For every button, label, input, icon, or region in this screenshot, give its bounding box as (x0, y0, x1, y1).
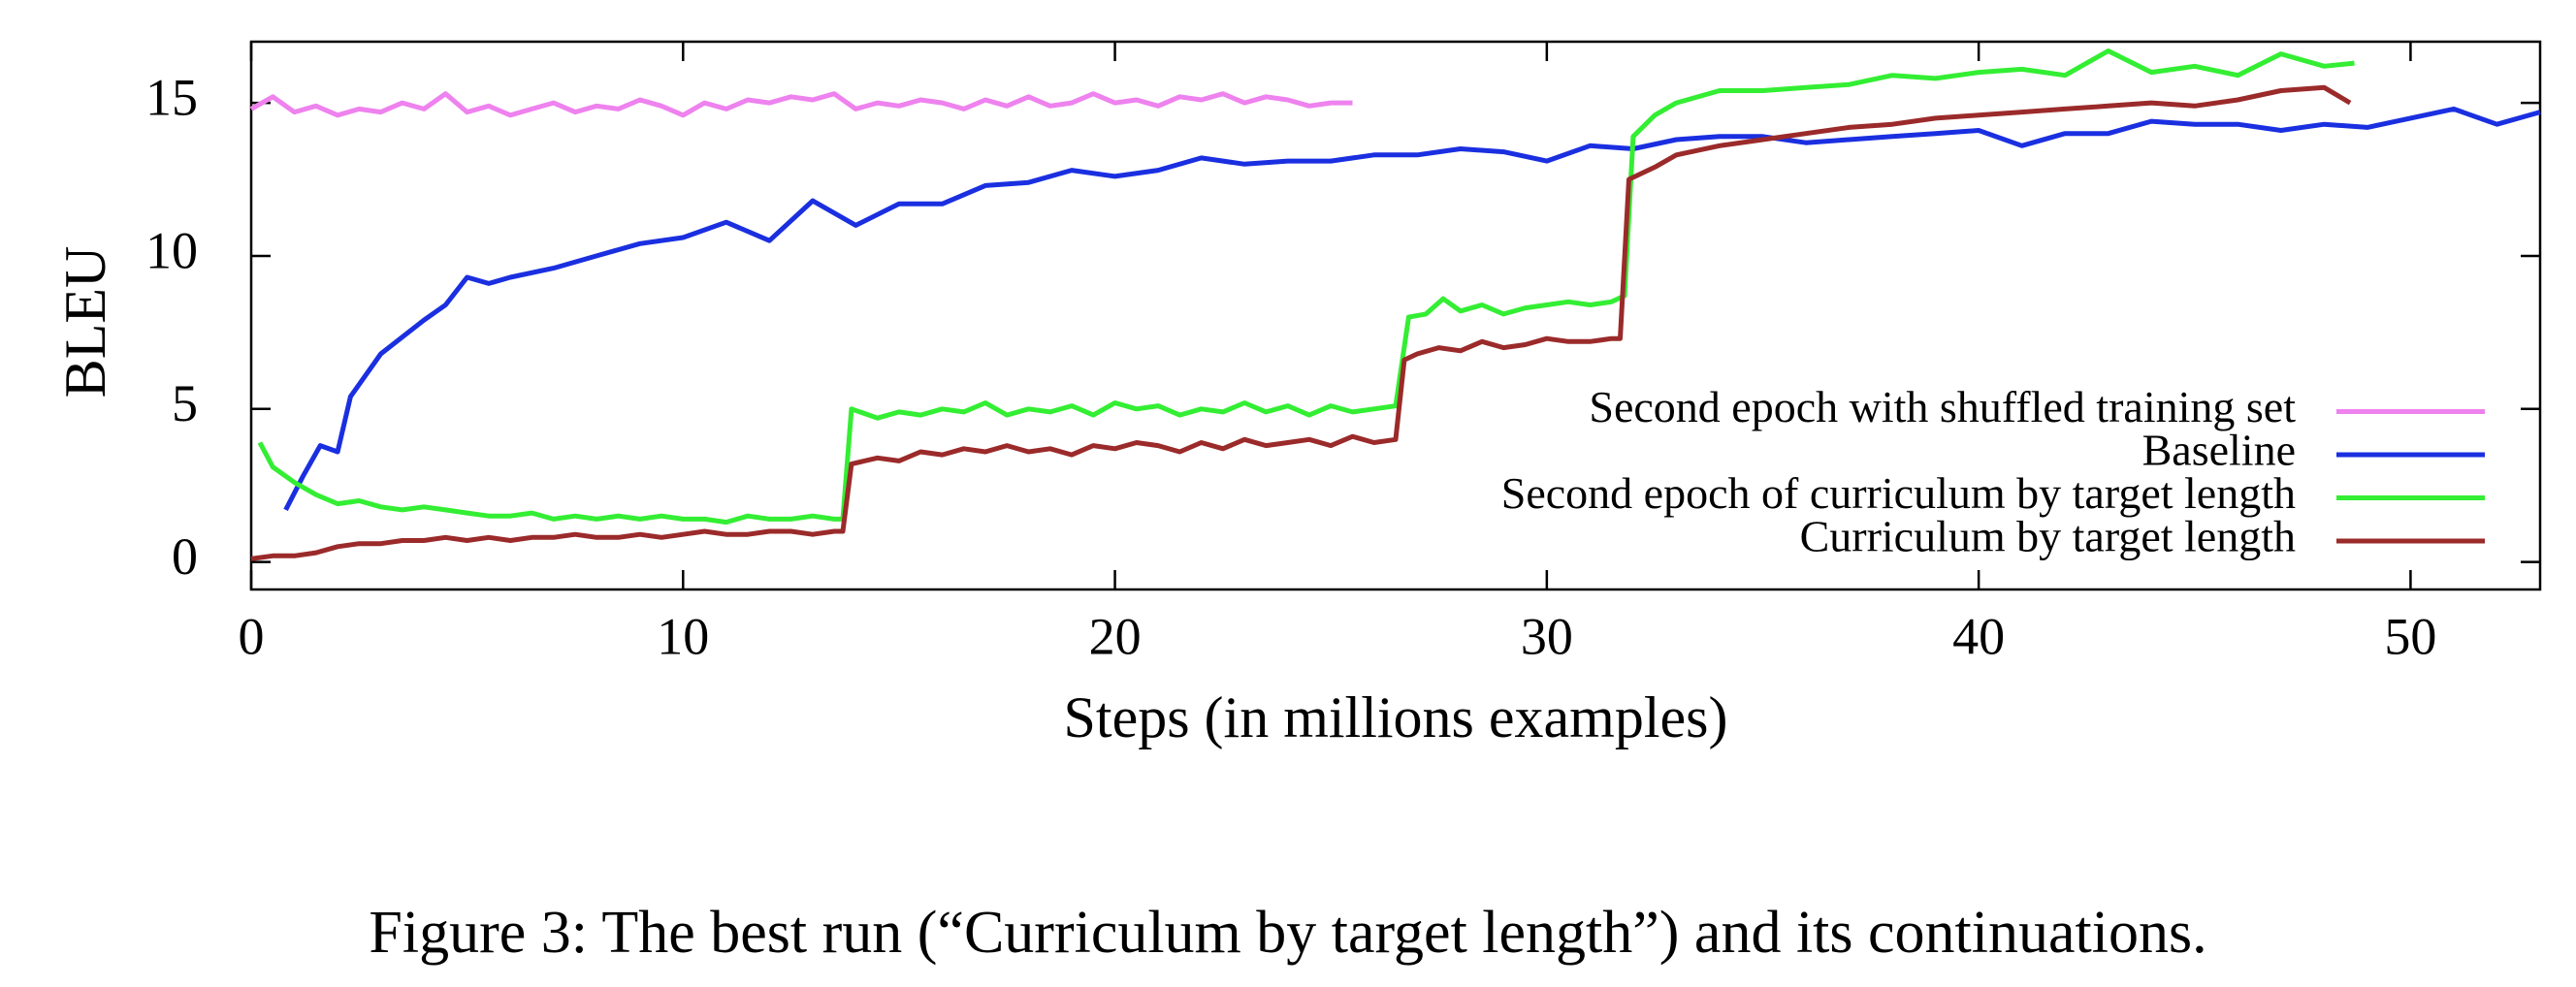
x-tick-label: 0 (239, 607, 265, 665)
x-tick-label: 20 (1089, 607, 1142, 665)
legend-label: Second epoch of curriculum by target len… (1501, 468, 2296, 518)
x-tick-label: 30 (1521, 607, 1573, 665)
y-tick-label: 10 (145, 221, 198, 279)
plot-frame (249, 40, 2542, 591)
x-tick-label: 50 (2384, 607, 2436, 665)
series-line (283, 106, 2541, 512)
caption: Figure 3: The best run (“Curriculum by t… (369, 900, 2206, 966)
legend-label: Curriculum by target length (1800, 512, 2296, 561)
series-line (257, 48, 2355, 525)
y-tick-label: 15 (145, 69, 198, 127)
y-tick-label: 0 (172, 527, 198, 586)
series-line (249, 91, 1353, 118)
legend-label: Second epoch with shuffled training set (1589, 382, 2296, 431)
legend-label: Baseline (2142, 426, 2296, 475)
series-line (250, 84, 2352, 561)
y-tick-label: 5 (172, 374, 198, 432)
x-tick-label: 10 (657, 607, 709, 665)
x-tick-label: 40 (1952, 607, 2005, 665)
x-axis-label: Steps (in millions examples) (1064, 685, 1728, 749)
y-axis-label: BLEU (53, 246, 117, 398)
